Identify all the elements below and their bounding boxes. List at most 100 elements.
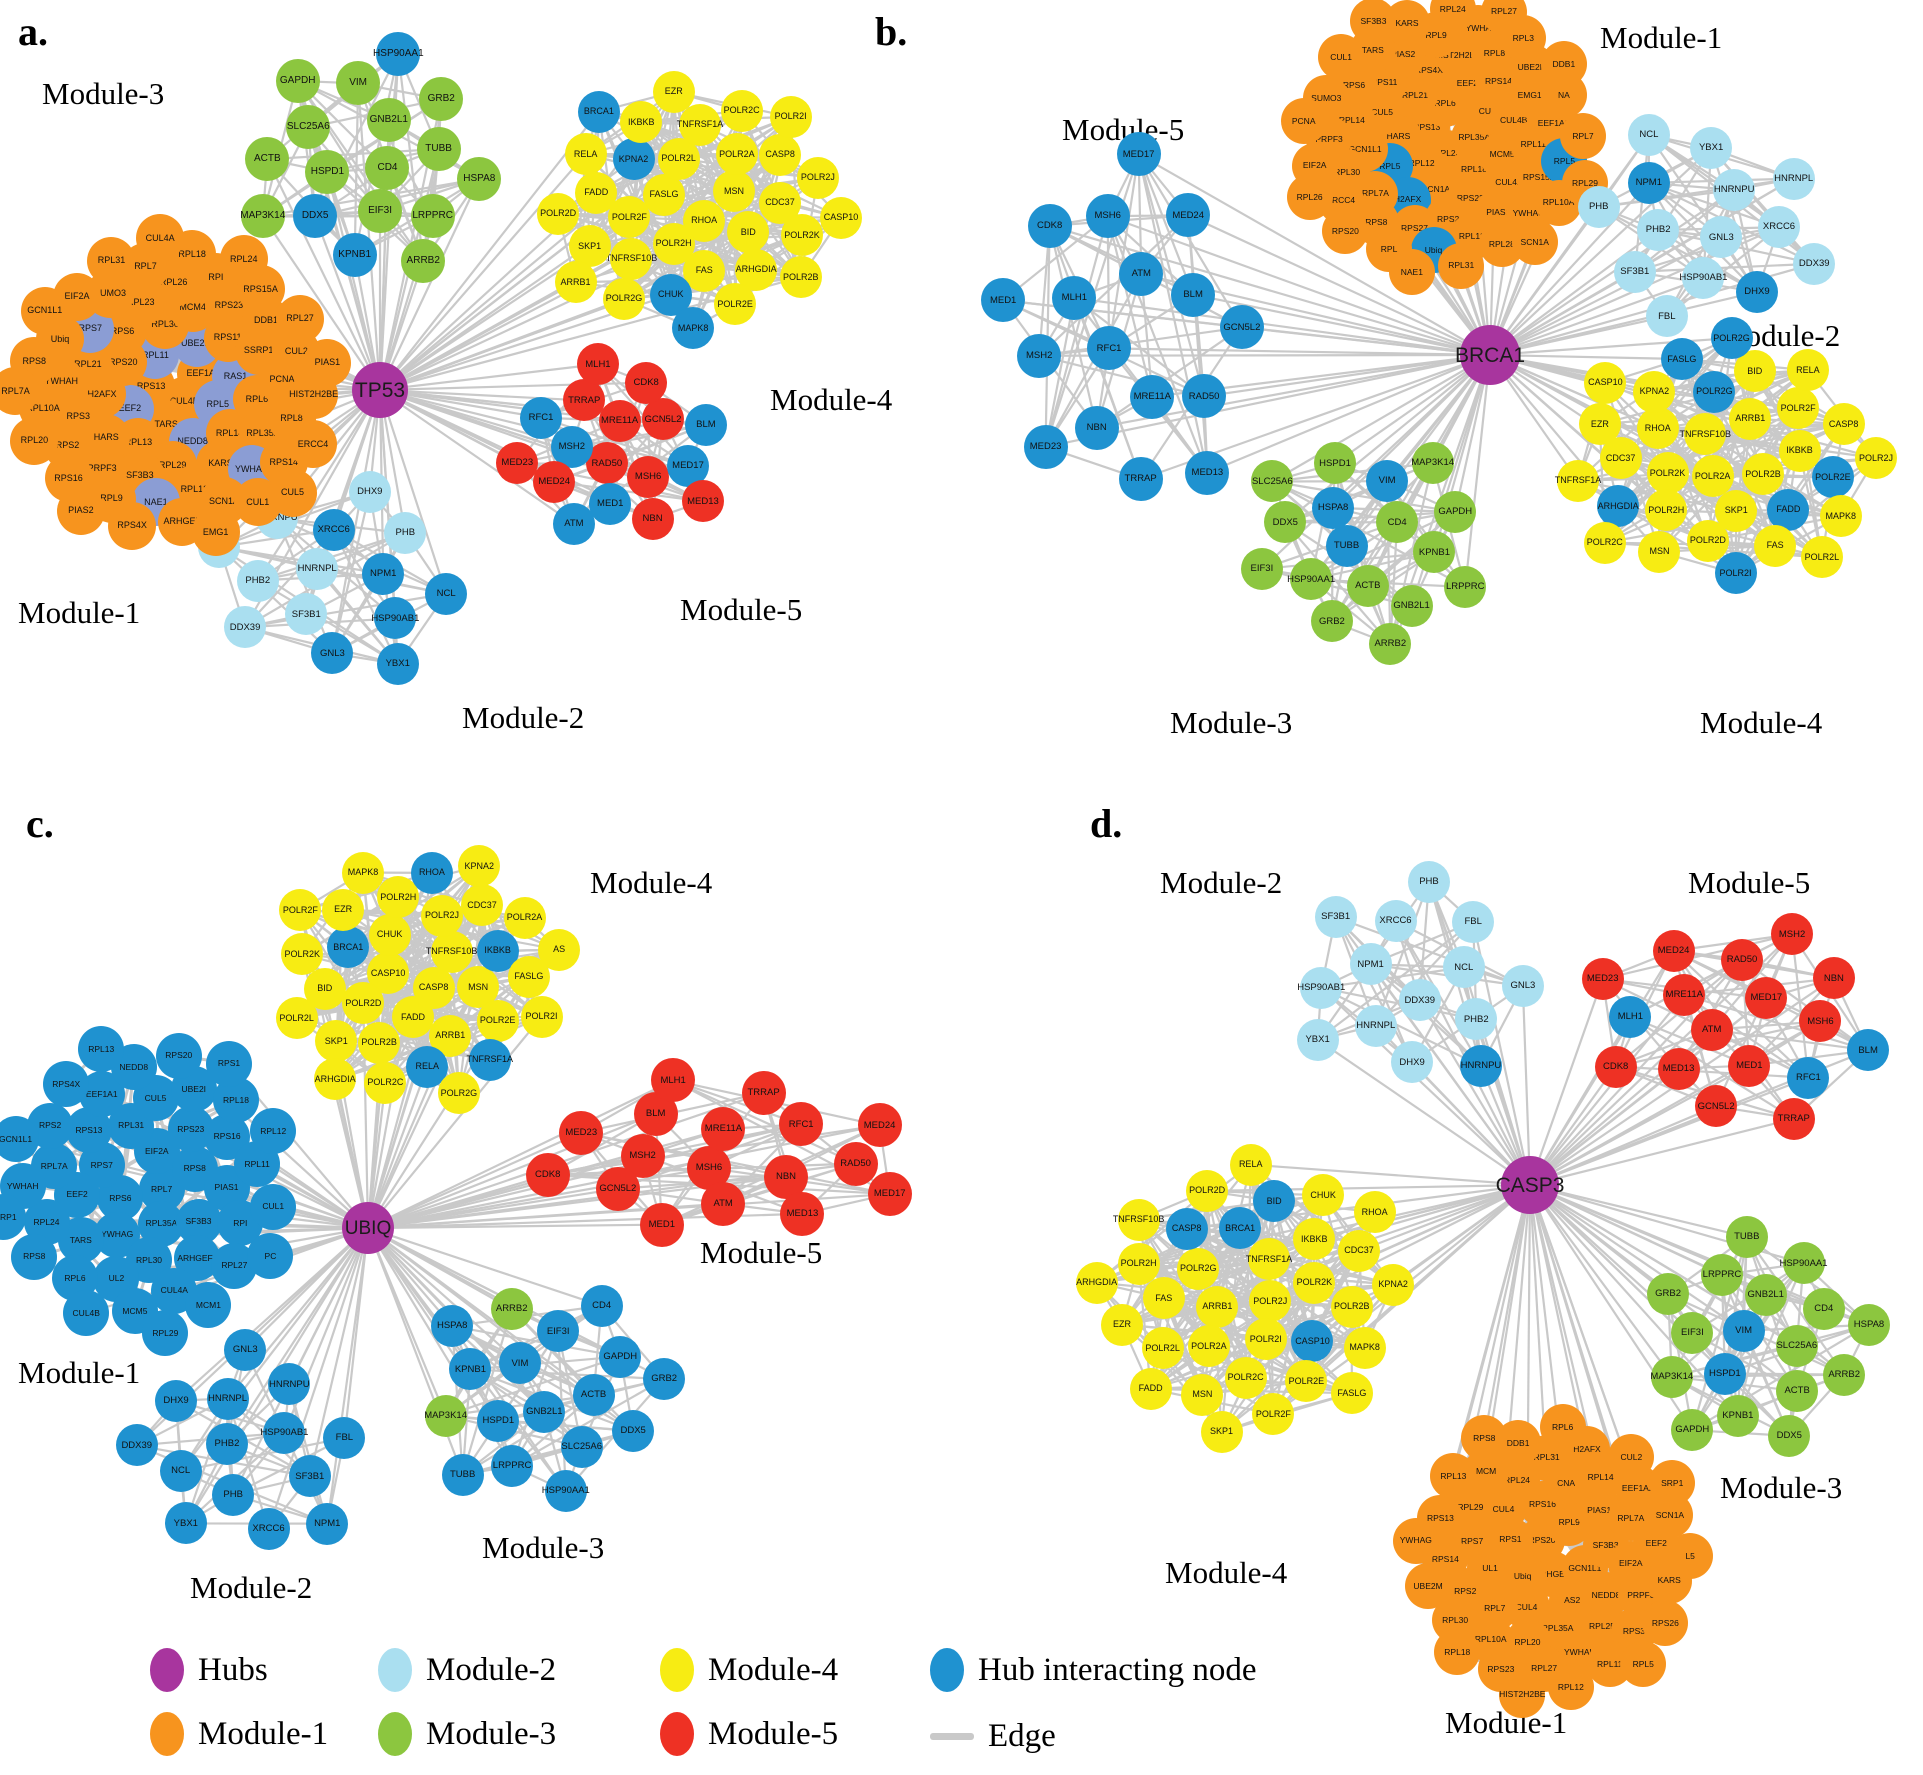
node-polr2e[interactable]: POLR2E — [714, 283, 757, 326]
node-ybx1[interactable]: YBX1 — [164, 1502, 207, 1545]
node-cul4b[interactable]: CUL4B — [63, 1290, 110, 1337]
node-l5[interactable]: L5 — [1667, 1532, 1714, 1579]
node-rad50[interactable]: RAD50 — [1721, 938, 1764, 981]
node-gapdh[interactable]: GAPDH — [275, 58, 320, 103]
node-rfc1[interactable]: RFC1 — [1787, 1056, 1830, 1099]
node-as[interactable]: AS — [538, 928, 581, 971]
node-cdk8[interactable]: CDK8 — [625, 361, 668, 404]
node-mre11a[interactable]: MRE11A — [1130, 374, 1175, 419]
node-rpl13[interactable]: RPL13 — [1430, 1452, 1477, 1499]
node-med1[interactable]: MED1 — [981, 278, 1026, 323]
node-polr2b[interactable]: POLR2B — [358, 1021, 401, 1064]
node-arhgdia[interactable]: ARHGDIA — [1075, 1261, 1118, 1304]
node-polr2l[interactable]: POLR2L — [1141, 1327, 1184, 1370]
node-slc25a6[interactable]: SLC25A6 — [560, 1425, 603, 1468]
node-bid[interactable]: BID — [727, 211, 770, 254]
node-ezr[interactable]: EZR — [652, 70, 695, 113]
node-polr2c[interactable]: POLR2C — [364, 1061, 407, 1104]
node-cul5[interactable]: CUL5 — [268, 468, 317, 517]
node-ncl[interactable]: NCL — [425, 572, 468, 615]
node-srp1[interactable]: SRP1 — [1649, 1459, 1696, 1506]
node-hnrnpl[interactable]: HNRNPL — [1354, 1004, 1397, 1047]
node-casp8[interactable]: CASP8 — [1165, 1207, 1208, 1250]
node-lrpprc[interactable]: LRPPRC — [1444, 566, 1487, 609]
node-nae1[interactable]: NAE1 — [1388, 248, 1435, 295]
node-ddx5[interactable]: DDX5 — [1264, 501, 1307, 544]
node-actb[interactable]: ACTB — [572, 1374, 615, 1417]
node-xrcc6[interactable]: XRCC6 — [312, 508, 355, 551]
node-grb2[interactable]: GRB2 — [643, 1358, 686, 1401]
node-gnb2l1[interactable]: GNB2L1 — [523, 1390, 566, 1433]
node-cd4[interactable]: CD4 — [580, 1284, 623, 1327]
node-polr2d[interactable]: POLR2D — [1186, 1169, 1229, 1212]
node-cul1[interactable]: CUL1 — [250, 1183, 297, 1230]
node-polr2e[interactable]: POLR2E — [1285, 1360, 1328, 1403]
node-polr2i[interactable]: POLR2I — [1244, 1318, 1287, 1361]
node-med24[interactable]: MED24 — [1166, 193, 1211, 238]
node-hnrnpu[interactable]: HNRNPU — [1459, 1045, 1502, 1088]
node-casp10[interactable]: CASP10 — [1584, 361, 1627, 404]
node-pias2[interactable]: PIAS2 — [56, 486, 105, 535]
node-rpl6[interactable]: RPL6 — [1539, 1403, 1586, 1450]
node-arrb1[interactable]: ARRB1 — [554, 261, 597, 304]
node-blm[interactable]: BLM — [1171, 272, 1216, 317]
node-skp1[interactable]: SKP1 — [1200, 1410, 1243, 1453]
node-cdk8[interactable]: CDK8 — [525, 1153, 570, 1198]
node-hspa8[interactable]: HSPA8 — [1847, 1303, 1890, 1346]
node-phb[interactable]: PHB — [212, 1473, 255, 1516]
node-atm[interactable]: ATM — [1690, 1008, 1733, 1051]
node-xrcc6[interactable]: XRCC6 — [247, 1508, 290, 1551]
node-ddx39[interactable]: DDX39 — [1793, 242, 1836, 285]
node-hspa8[interactable]: HSPA8 — [457, 156, 502, 201]
node-tp53[interactable]: TP53 — [352, 362, 408, 418]
node-casp10[interactable]: CASP10 — [1291, 1320, 1334, 1363]
node-msh6[interactable]: MSH6 — [1085, 194, 1130, 239]
node-dhx9[interactable]: DHX9 — [155, 1379, 198, 1422]
node-med23[interactable]: MED23 — [1581, 958, 1624, 1001]
node-grb2[interactable]: GRB2 — [1310, 600, 1353, 643]
node-skp1[interactable]: SKP1 — [315, 1020, 358, 1063]
node-med24[interactable]: MED24 — [857, 1103, 902, 1148]
node-rpl12[interactable]: RPL12 — [250, 1107, 297, 1154]
node-ezr[interactable]: EZR — [322, 888, 365, 931]
node-rhoa[interactable]: RHOA — [410, 851, 453, 894]
node-polr2f[interactable]: POLR2F — [279, 889, 322, 932]
node-arrb2[interactable]: ARRB2 — [1369, 623, 1412, 666]
node-rps26[interactable]: RPS26 — [1642, 1600, 1689, 1647]
node-hsp90ab1[interactable]: HSP90AB1 — [371, 597, 419, 640]
node-polr2b[interactable]: POLR2B — [1742, 453, 1784, 496]
node-gnb2l1[interactable]: GNB2L1 — [366, 98, 411, 143]
node-rps1[interactable]: RPS1 — [206, 1040, 252, 1087]
node-hnrnpu[interactable]: HNRNPU — [1713, 169, 1756, 212]
node-hsp90ab1[interactable]: HSP90AB1 — [1679, 257, 1727, 300]
node-arrb1[interactable]: ARRB1 — [1729, 397, 1772, 440]
node-polr2f[interactable]: POLR2F — [1777, 387, 1820, 430]
node-slc25a6[interactable]: SLC25A6 — [1775, 1324, 1818, 1367]
node-gcn5l2[interactable]: GCN5L2 — [1219, 305, 1264, 350]
node-vim[interactable]: VIM — [1366, 460, 1409, 503]
node-polr2e[interactable]: POLR2E — [476, 999, 519, 1042]
node-mre11a[interactable]: MRE11A — [1663, 973, 1706, 1016]
node-eif3i[interactable]: EIF3I — [537, 1310, 580, 1353]
node-hsp90ab1[interactable]: HSP90AB1 — [1297, 966, 1345, 1009]
node-polr2i[interactable]: POLR2I — [769, 95, 812, 138]
node-npm1[interactable]: NPM1 — [306, 1502, 349, 1545]
node-polr2l[interactable]: POLR2L — [1800, 536, 1843, 579]
node-cdk8[interactable]: CDK8 — [1594, 1045, 1637, 1088]
node-kpna2[interactable]: KPNA2 — [458, 845, 501, 888]
node-polr2g[interactable]: POLR2G — [1710, 317, 1753, 360]
node-polr2h[interactable]: POLR2H — [1645, 489, 1688, 532]
node-tnfrsf10b[interactable]: TNFRSF10B — [1113, 1198, 1164, 1241]
node-npm1[interactable]: NPM1 — [1627, 161, 1670, 204]
node-actb[interactable]: ACTB — [1776, 1369, 1819, 1412]
node-dhx9[interactable]: DHX9 — [1391, 1041, 1434, 1084]
node-ybx1[interactable]: YBX1 — [1690, 127, 1733, 170]
node-cdc37[interactable]: CDC37 — [1338, 1229, 1381, 1272]
node-ncl[interactable]: NCL — [1627, 114, 1670, 157]
node-med24[interactable]: MED24 — [1652, 929, 1695, 972]
node-ezr[interactable]: EZR — [1100, 1303, 1143, 1346]
node-hsp90aa1[interactable]: HSP90AA1 — [373, 31, 424, 76]
node-polr2c[interactable]: POLR2C — [1224, 1356, 1267, 1399]
node-tnfrsf1a[interactable]: TNFRSF1A — [677, 103, 723, 146]
node-mapk8[interactable]: MAPK8 — [342, 851, 385, 894]
